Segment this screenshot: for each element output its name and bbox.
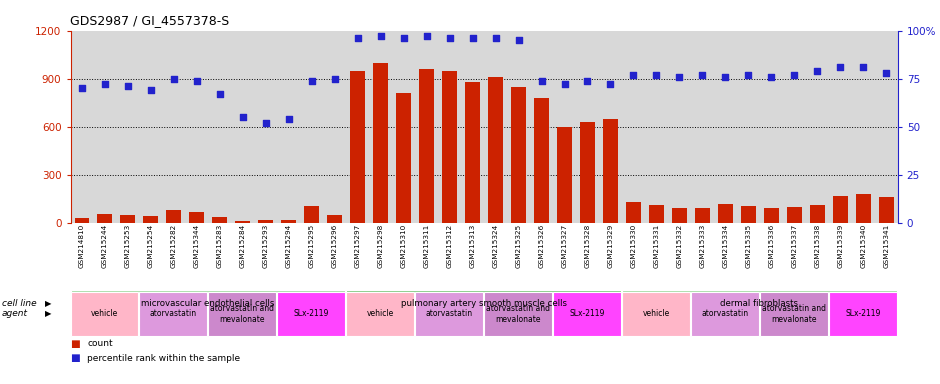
Bar xyxy=(327,215,342,223)
Bar xyxy=(695,208,710,223)
Bar xyxy=(465,82,480,223)
Point xyxy=(695,72,710,78)
Bar xyxy=(235,221,250,223)
Point xyxy=(833,64,848,70)
Bar xyxy=(580,122,595,223)
Point xyxy=(787,72,802,78)
Point xyxy=(603,81,618,88)
Bar xyxy=(718,204,733,223)
Bar xyxy=(511,87,526,223)
Text: vehicle: vehicle xyxy=(367,310,394,318)
Point xyxy=(741,72,756,78)
Bar xyxy=(305,206,320,223)
Bar xyxy=(442,71,457,223)
Text: ■: ■ xyxy=(70,353,80,363)
Point xyxy=(235,114,250,120)
Point xyxy=(718,74,733,80)
Bar xyxy=(649,205,664,223)
Point xyxy=(465,35,480,41)
Bar xyxy=(764,207,778,223)
Bar xyxy=(258,220,274,223)
Bar xyxy=(855,194,870,223)
Bar xyxy=(74,218,89,223)
Bar xyxy=(488,77,503,223)
Bar xyxy=(626,202,641,223)
Text: ▶: ▶ xyxy=(45,299,52,308)
Text: agent: agent xyxy=(2,310,28,318)
Text: atorvastatin and
mevalonate: atorvastatin and mevalonate xyxy=(486,304,550,324)
Point xyxy=(120,83,135,89)
Text: atorvastatin: atorvastatin xyxy=(701,310,748,318)
Bar xyxy=(833,195,848,223)
Point xyxy=(419,33,434,40)
Point xyxy=(649,72,664,78)
Bar xyxy=(144,215,158,223)
Point xyxy=(166,76,181,82)
Point xyxy=(189,78,204,84)
Bar xyxy=(534,98,549,223)
Bar xyxy=(351,71,365,223)
Text: SLx-2119: SLx-2119 xyxy=(293,310,329,318)
Point xyxy=(373,33,388,40)
Point xyxy=(327,76,342,82)
Bar xyxy=(741,206,756,223)
Text: SLx-2119: SLx-2119 xyxy=(570,310,604,318)
Text: ▶: ▶ xyxy=(45,310,52,318)
Bar xyxy=(419,69,434,223)
Point xyxy=(557,81,572,88)
Bar xyxy=(189,212,204,223)
Text: count: count xyxy=(87,339,113,348)
Bar xyxy=(396,93,411,223)
Bar xyxy=(98,214,113,223)
Point xyxy=(212,91,227,97)
Point xyxy=(98,81,113,88)
Text: microvascular endothelial cells: microvascular endothelial cells xyxy=(141,299,274,308)
Point xyxy=(442,35,457,41)
Text: atorvastatin and
mevalonate: atorvastatin and mevalonate xyxy=(761,304,826,324)
Bar xyxy=(212,217,227,223)
Point xyxy=(488,35,503,41)
Text: percentile rank within the sample: percentile rank within the sample xyxy=(87,354,241,363)
Text: ■: ■ xyxy=(70,339,80,349)
Text: atorvastatin and
mevalonate: atorvastatin and mevalonate xyxy=(211,304,274,324)
Bar xyxy=(120,215,135,223)
Point xyxy=(258,120,274,126)
Point xyxy=(534,78,549,84)
Bar xyxy=(879,197,894,223)
Point xyxy=(396,35,411,41)
Text: SLx-2119: SLx-2119 xyxy=(845,310,881,318)
Bar xyxy=(557,127,572,223)
Text: atorvastatin: atorvastatin xyxy=(426,310,473,318)
Bar xyxy=(166,210,181,223)
Text: vehicle: vehicle xyxy=(91,310,118,318)
Point xyxy=(626,72,641,78)
Bar xyxy=(672,207,687,223)
Point xyxy=(74,85,89,91)
Text: pulmonary artery smooth muscle cells: pulmonary artery smooth muscle cells xyxy=(400,299,567,308)
Bar xyxy=(809,205,824,223)
Text: GDS2987 / GI_4557378-S: GDS2987 / GI_4557378-S xyxy=(70,14,229,27)
Point xyxy=(351,35,366,41)
Bar xyxy=(603,119,618,223)
Point xyxy=(305,78,320,84)
Point xyxy=(281,116,296,122)
Bar xyxy=(373,63,388,223)
Text: atorvastatin: atorvastatin xyxy=(149,310,197,318)
Point xyxy=(764,74,779,80)
Text: dermal fibroblasts: dermal fibroblasts xyxy=(720,299,798,308)
Point xyxy=(580,78,595,84)
Point xyxy=(144,87,159,93)
Point xyxy=(879,70,894,76)
Bar xyxy=(787,207,802,223)
Text: cell line: cell line xyxy=(2,299,37,308)
Point xyxy=(809,68,824,74)
Point xyxy=(672,74,687,80)
Text: vehicle: vehicle xyxy=(642,310,669,318)
Bar xyxy=(281,220,296,223)
Point xyxy=(855,64,870,70)
Point xyxy=(511,37,526,43)
